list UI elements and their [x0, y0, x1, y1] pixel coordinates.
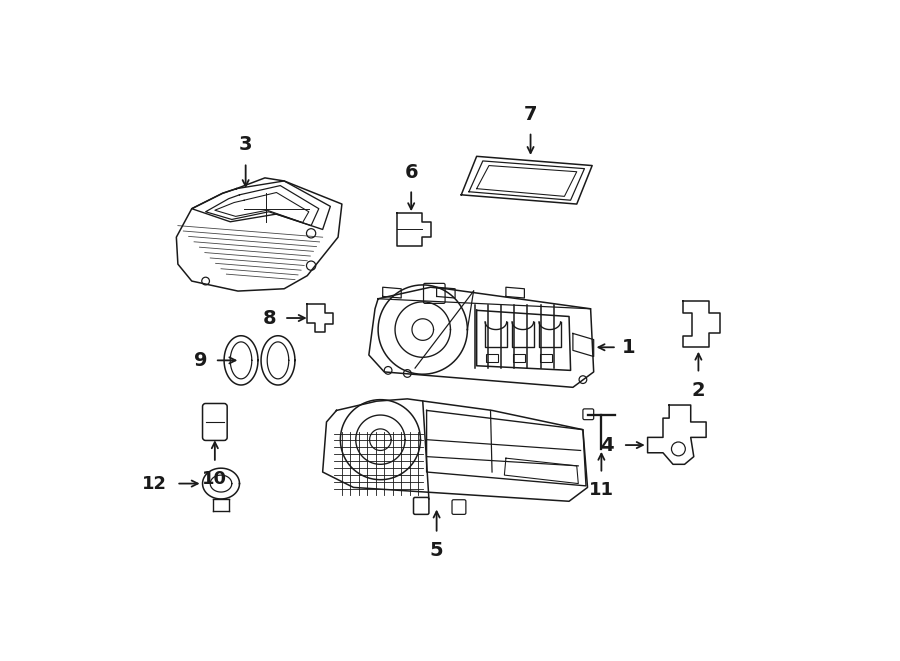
- Text: 3: 3: [238, 135, 252, 154]
- Text: 8: 8: [263, 309, 276, 327]
- Text: 5: 5: [430, 541, 444, 561]
- Bar: [486, 354, 499, 362]
- Text: 11: 11: [589, 481, 614, 499]
- Text: 4: 4: [600, 436, 614, 455]
- Text: 2: 2: [691, 381, 706, 400]
- Bar: [540, 354, 552, 362]
- Text: 1: 1: [621, 338, 635, 357]
- Bar: [513, 354, 526, 362]
- Text: 10: 10: [202, 471, 228, 488]
- Text: 12: 12: [142, 475, 167, 492]
- Text: 7: 7: [524, 105, 537, 124]
- Text: 6: 6: [404, 163, 418, 182]
- Text: 9: 9: [194, 351, 207, 370]
